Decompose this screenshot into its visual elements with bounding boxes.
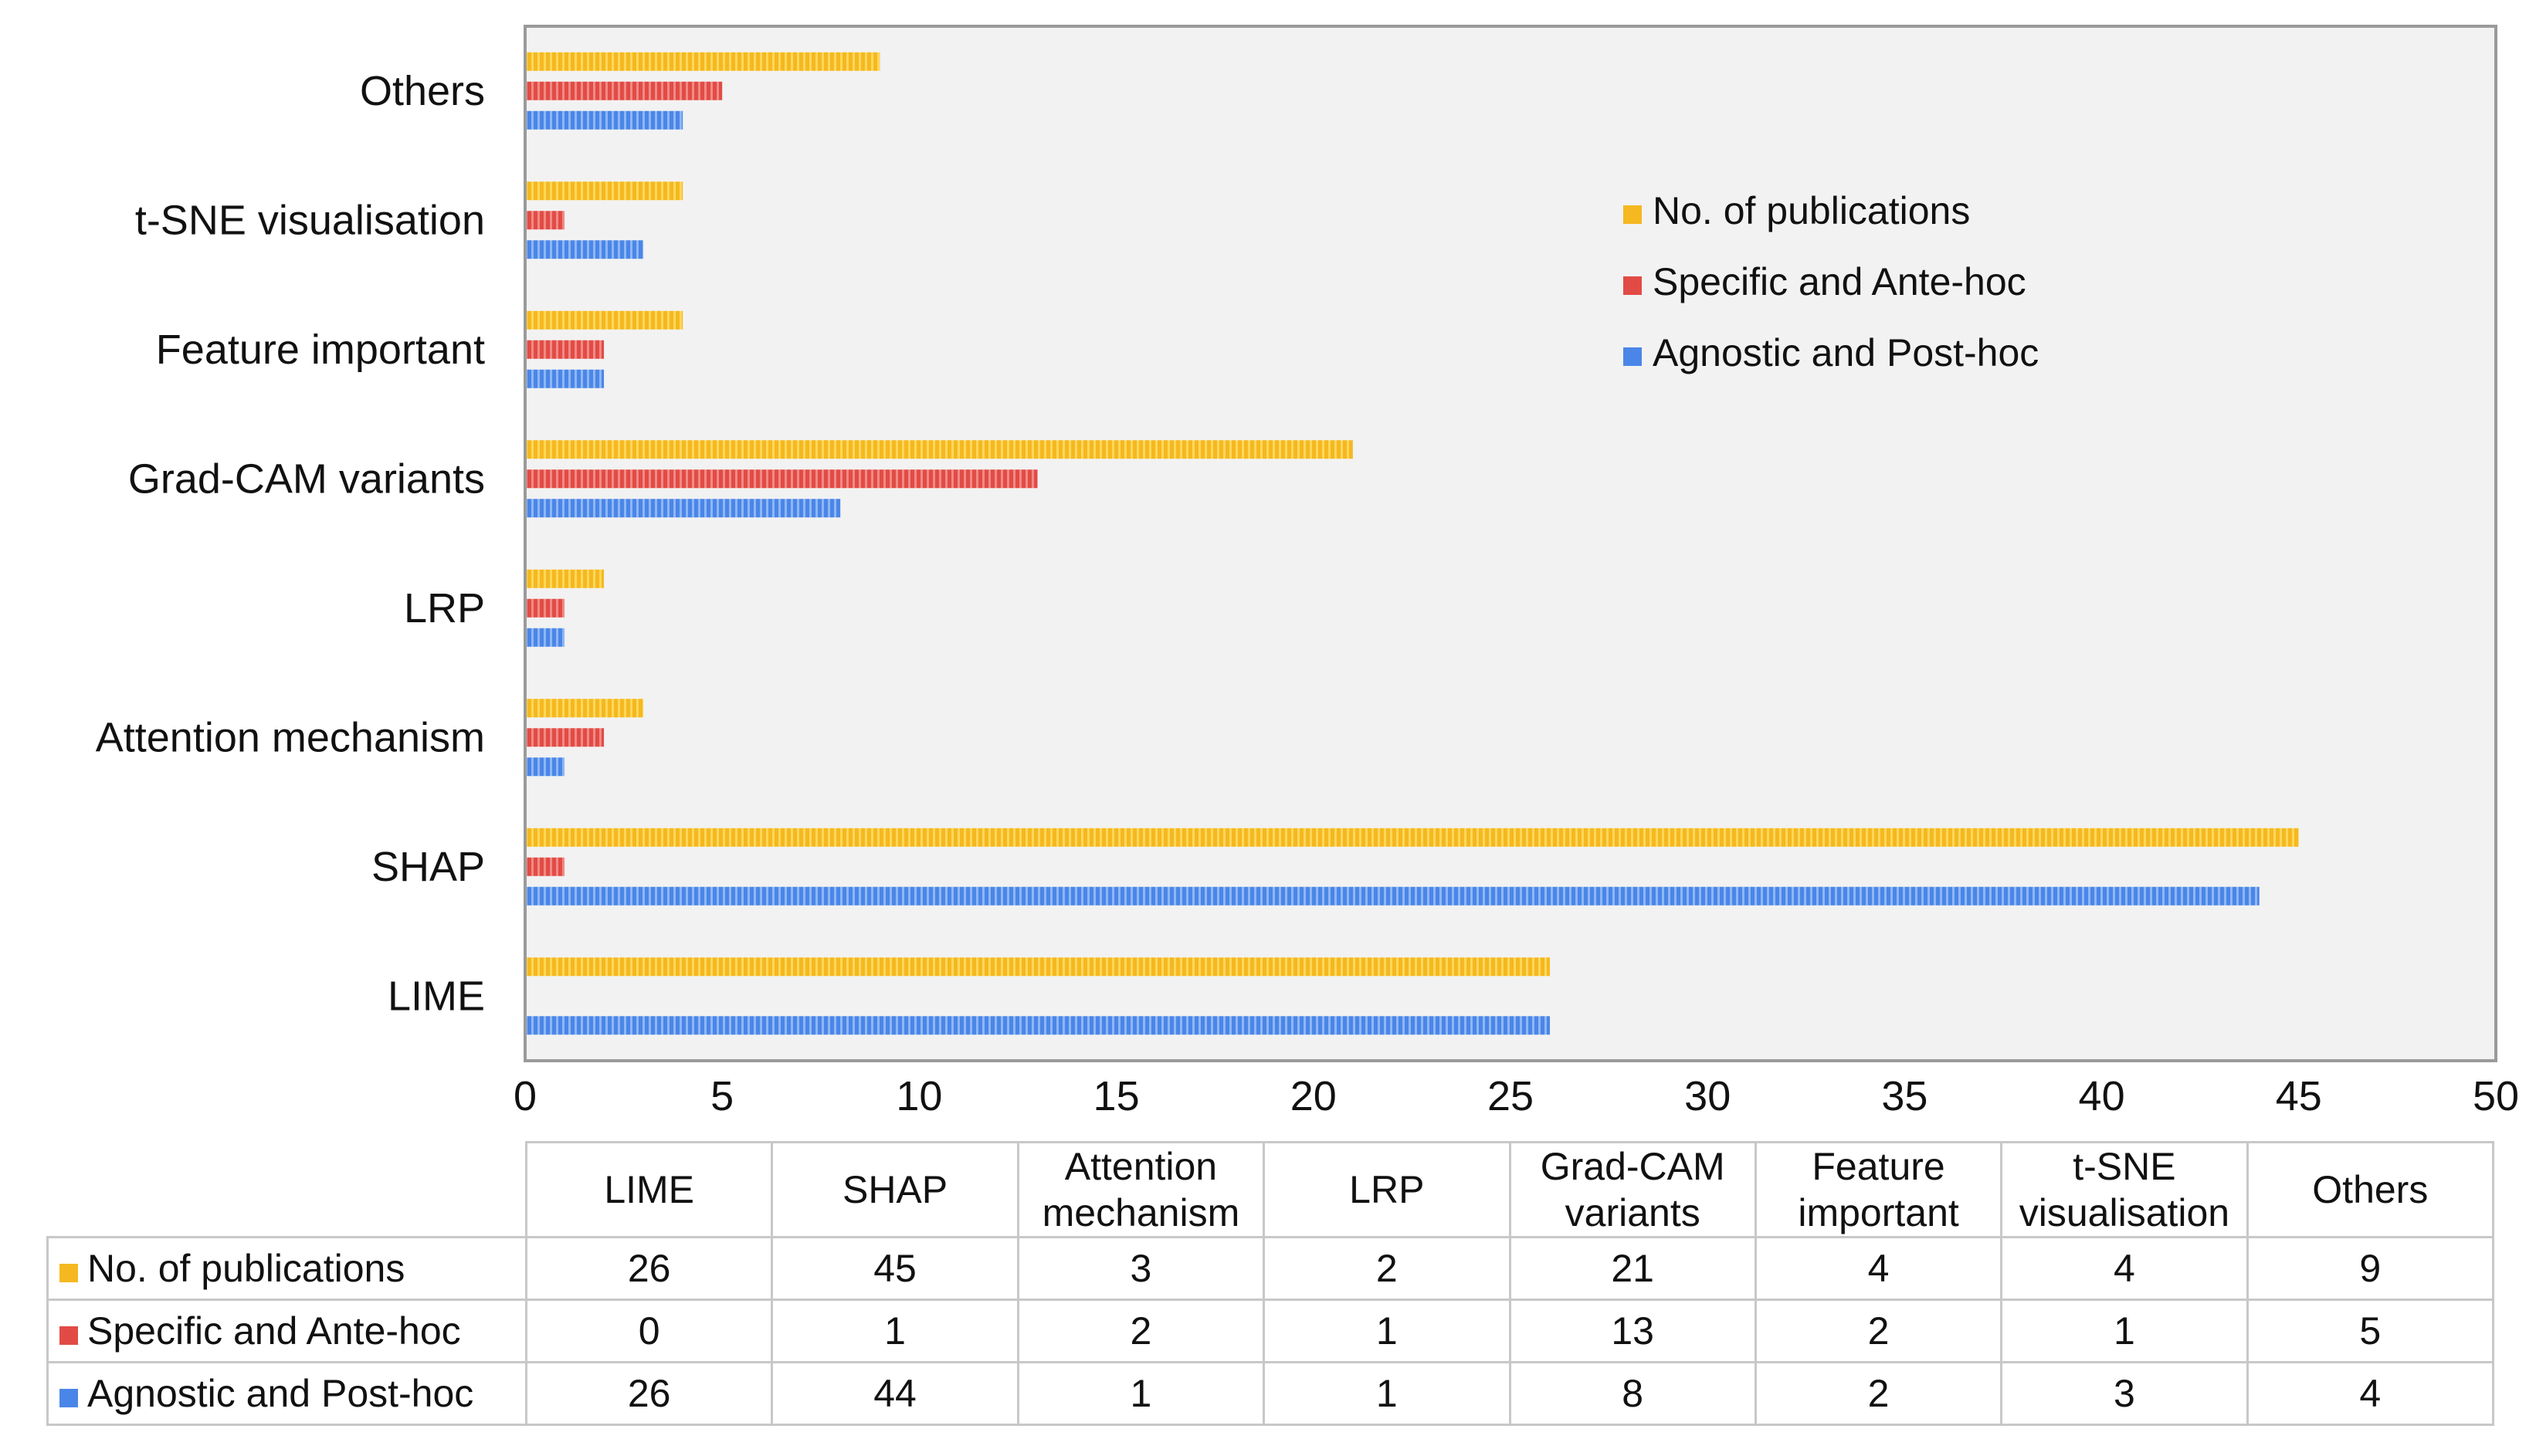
y-tick-label: LRP bbox=[404, 585, 485, 631]
table-cell: 13 bbox=[1508, 1299, 1757, 1363]
table-cell: 3 bbox=[2000, 1361, 2249, 1426]
bar-agnostic-post-hoc-1 bbox=[527, 886, 2260, 906]
bar-agnostic-post-hoc-3 bbox=[527, 628, 565, 647]
x-tick-label: 0 bbox=[514, 1073, 537, 1112]
x-tick-label: 50 bbox=[2473, 1073, 2519, 1112]
legend-key-swatch bbox=[59, 1326, 78, 1345]
x-tick-label: 20 bbox=[1290, 1073, 1337, 1112]
table-cell: 21 bbox=[1508, 1236, 1757, 1301]
legend-label: Agnostic and Post-hoc bbox=[1653, 331, 2039, 374]
table-cell: 8 bbox=[1508, 1361, 1757, 1426]
table-column-header: t-SNE visualisation bbox=[2000, 1141, 2249, 1238]
bar-publications-5 bbox=[527, 310, 683, 330]
table-column-header: LIME bbox=[524, 1141, 774, 1238]
bar-publications-4 bbox=[527, 440, 1353, 459]
legend-label: No. of publications bbox=[1653, 189, 1970, 232]
table-cell: 44 bbox=[771, 1361, 1019, 1426]
x-tick-label: 45 bbox=[2276, 1073, 2322, 1112]
bar-publications-3 bbox=[527, 569, 605, 588]
table-row-header: Agnostic and Post-hoc bbox=[46, 1361, 527, 1426]
table-cell: 26 bbox=[524, 1361, 774, 1426]
bar-specific-ante-hoc-2 bbox=[527, 728, 605, 747]
x-tick-label: 10 bbox=[896, 1073, 942, 1112]
table-cell: 4 bbox=[2000, 1236, 2249, 1301]
bar-agnostic-post-hoc-7 bbox=[527, 110, 683, 130]
table-cell: 4 bbox=[2246, 1361, 2495, 1426]
bar-specific-ante-hoc-1 bbox=[527, 857, 565, 876]
table-row: No. of publications 26 45 3 2 21 4 4 9 bbox=[46, 1236, 2495, 1301]
table-cell: 4 bbox=[1754, 1236, 2003, 1301]
table-cell: 45 bbox=[771, 1236, 1019, 1301]
bar-agnostic-post-hoc-4 bbox=[527, 499, 841, 518]
bar-publications-7 bbox=[527, 52, 880, 71]
y-tick-label: Feature important bbox=[156, 327, 485, 373]
data-table-header: LIME SHAP Attention mechanism LRP Grad-CAM var… bbox=[47, 1141, 2495, 1238]
bar-specific-ante-hoc-7 bbox=[527, 81, 723, 100]
x-tick-label: 25 bbox=[1487, 1073, 1534, 1112]
bar-chart: LIME SHAP Attention mechanism LRP Grad-CAM v… bbox=[96, 25, 2519, 1112]
y-tick-label: t-SNE visualisation bbox=[135, 197, 485, 243]
table-column-header: Feature important bbox=[1754, 1141, 2003, 1238]
data-table-container: LIME SHAP Attention mechanism LRP Grad-CAM var… bbox=[46, 1141, 2495, 1426]
table-cell: 9 bbox=[2246, 1236, 2495, 1301]
table-cell: 1 bbox=[1263, 1299, 1511, 1363]
y-tick-label: LIME bbox=[388, 973, 485, 1019]
table-cell: 2 bbox=[1016, 1299, 1266, 1363]
y-tick-label: Attention mechanism bbox=[96, 714, 485, 760]
table-row: Agnostic and Post-hoc 26 44 1 1 8 2 3 4 bbox=[46, 1361, 2495, 1426]
bar-publications-2 bbox=[527, 699, 644, 718]
y-tick-label: Others bbox=[360, 68, 485, 114]
bar-publications-6 bbox=[527, 181, 683, 201]
bar-specific-ante-hoc-5 bbox=[527, 340, 605, 359]
table-cell: 2 bbox=[1754, 1299, 2003, 1363]
x-tick-label: 30 bbox=[1684, 1073, 1731, 1112]
bar-agnostic-post-hoc-2 bbox=[527, 757, 565, 777]
table-cell: 0 bbox=[524, 1299, 774, 1363]
x-tick-label: 5 bbox=[710, 1073, 734, 1112]
bar-publications-1 bbox=[527, 828, 2299, 847]
bar-specific-ante-hoc-4 bbox=[527, 469, 1038, 489]
table-column-header: SHAP bbox=[771, 1141, 1019, 1238]
y-tick-label: Grad-CAM variants bbox=[128, 455, 485, 502]
table-cell: 1 bbox=[1263, 1361, 1511, 1426]
y-tick-label: SHAP bbox=[371, 844, 485, 890]
table-row-header: Specific and Ante-hoc bbox=[46, 1299, 527, 1363]
table-row: Specific and Ante-hoc 0 1 2 1 13 2 1 5 bbox=[46, 1299, 2495, 1363]
bar-publications-0 bbox=[527, 957, 1551, 977]
bar-specific-ante-hoc-3 bbox=[527, 598, 565, 618]
data-table-corner bbox=[47, 1142, 527, 1238]
legend-key-swatch bbox=[59, 1389, 78, 1407]
table-column-header: LRP bbox=[1263, 1141, 1511, 1238]
table-cell: 1 bbox=[1016, 1361, 1266, 1426]
x-tick-label: 15 bbox=[1093, 1073, 1140, 1112]
table-column-header: Grad-CAM variants bbox=[1508, 1141, 1757, 1238]
legend-swatch bbox=[1623, 205, 1642, 224]
table-cell: 5 bbox=[2246, 1299, 2495, 1363]
table-column-header: Attention mechanism bbox=[1016, 1141, 1266, 1238]
bar-agnostic-post-hoc-0 bbox=[527, 1016, 1551, 1035]
table-cell: 2 bbox=[1754, 1361, 2003, 1426]
bar-agnostic-post-hoc-5 bbox=[527, 369, 605, 388]
legend-swatch bbox=[1623, 276, 1642, 295]
table-cell: 1 bbox=[771, 1299, 1019, 1363]
x-tick-label: 35 bbox=[1881, 1073, 1927, 1112]
table-cell: 1 bbox=[2000, 1299, 2249, 1363]
bar-specific-ante-hoc-6 bbox=[527, 211, 565, 230]
data-table: LIME SHAP Attention mechanism LRP Grad-CAM var… bbox=[46, 1141, 2495, 1426]
plot-area bbox=[524, 25, 2497, 1062]
legend-label: Specific and Ante-hoc bbox=[1653, 260, 2026, 303]
table-cell: 26 bbox=[524, 1236, 774, 1301]
table-column-header: Others bbox=[2246, 1141, 2495, 1238]
legend-swatch bbox=[1623, 347, 1642, 366]
x-tick-label: 40 bbox=[2079, 1073, 2125, 1112]
table-cell: 2 bbox=[1263, 1236, 1511, 1301]
legend-key-swatch bbox=[59, 1264, 78, 1282]
table-cell: 3 bbox=[1016, 1236, 1266, 1301]
table-row-header: No. of publications bbox=[46, 1236, 527, 1301]
bar-agnostic-post-hoc-6 bbox=[527, 240, 644, 259]
